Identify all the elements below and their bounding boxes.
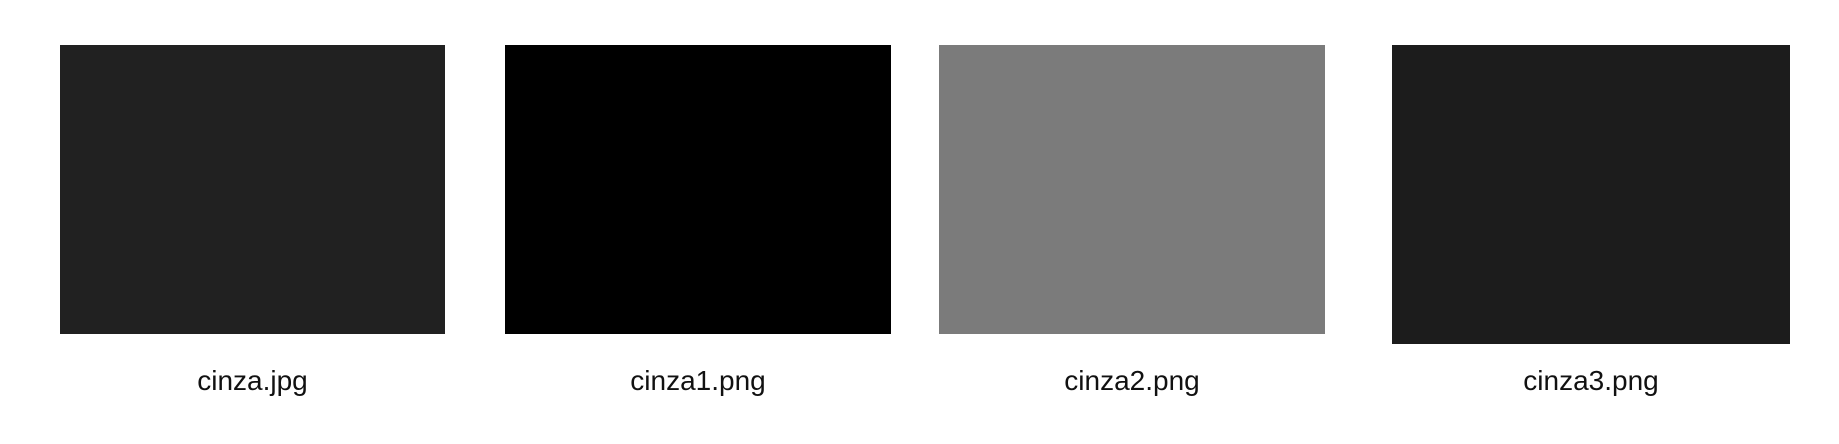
file-item-cinza1-png[interactable]: cinza1.png [505,0,891,444]
file-name-label[interactable]: cinza1.png [630,365,766,396]
image-thumbnail[interactable] [60,45,445,334]
image-thumbnail[interactable] [1392,45,1790,344]
file-item-cinza-jpg[interactable]: cinza.jpg [60,0,445,444]
file-item-cinza2-png[interactable]: cinza2.png [939,0,1325,444]
file-item-cinza3-png[interactable]: cinza3.png [1392,0,1790,444]
file-name-label[interactable]: cinza.jpg [197,365,308,396]
file-name-label[interactable]: cinza3.png [1523,365,1659,396]
file-name-label[interactable]: cinza2.png [1064,365,1200,396]
image-thumbnail[interactable] [505,45,891,334]
image-thumbnail[interactable] [939,45,1325,334]
